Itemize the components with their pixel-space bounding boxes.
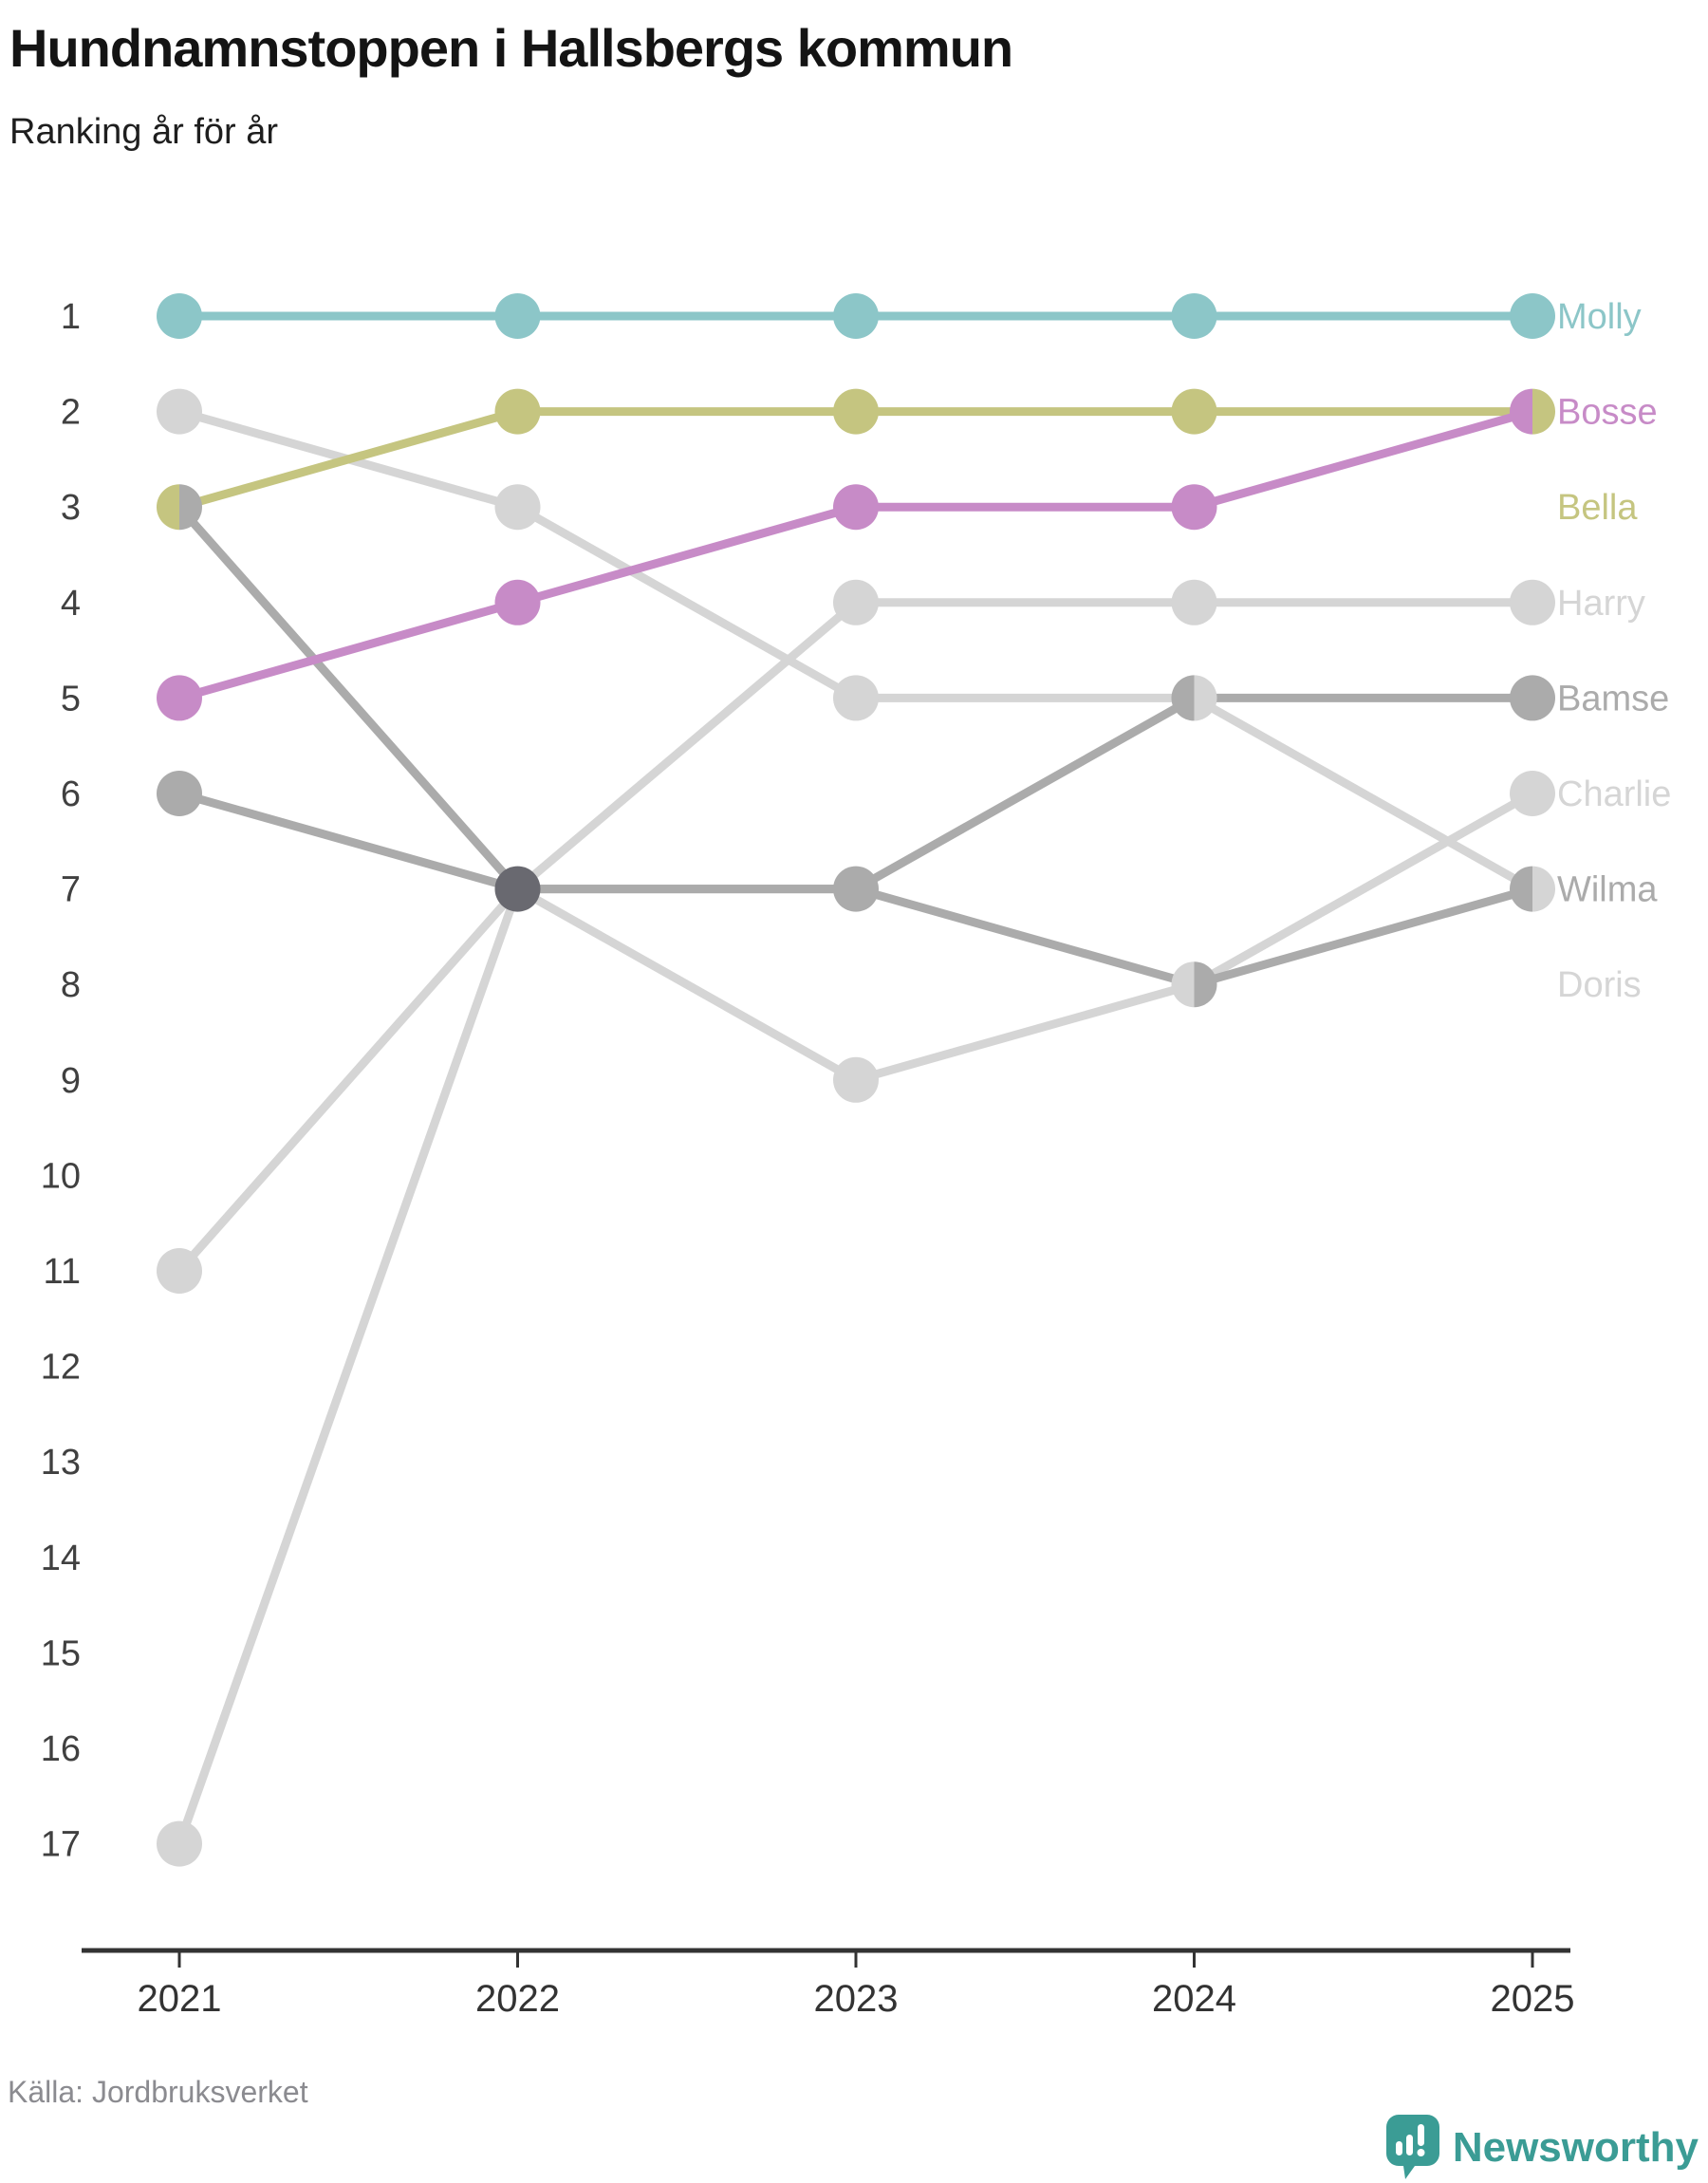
series-label-bella: Bella <box>1557 488 1638 528</box>
series-segment-charlie <box>854 980 1196 1085</box>
data-point-bosse <box>157 675 202 721</box>
series-segment-bosse <box>516 502 858 607</box>
rank-axis-label: 5 <box>61 679 81 718</box>
series-segment-bosse <box>1193 407 1534 512</box>
series-segment-wilma <box>1193 885 1534 989</box>
rank-axis-label: 11 <box>44 1252 81 1292</box>
data-point-bosse <box>494 579 541 625</box>
newsworthy-logo-icon <box>1385 2115 1439 2179</box>
page-subtitle: Ranking år för år <box>9 112 279 152</box>
data-point-molly <box>157 293 202 339</box>
rank-axis-label: 14 <box>41 1539 81 1578</box>
data-point-charlie <box>157 1820 202 1867</box>
newsworthy-logo-text: Newsworthy <box>1452 2124 1699 2171</box>
series-segment-charlie <box>1192 790 1535 989</box>
rank-axis-label: 10 <box>41 1156 81 1196</box>
series-label-harry: Harry <box>1557 584 1645 624</box>
data-point-bosse <box>1510 388 1532 435</box>
series-label-bosse: Bosse <box>1557 393 1658 433</box>
year-axis-label: 2025 <box>1491 1978 1575 2020</box>
rank-axis-label: 17 <box>41 1825 81 1865</box>
data-point-charlie <box>1510 771 1555 816</box>
data-point-bella <box>833 388 879 435</box>
rank-axis-label: 3 <box>61 488 81 528</box>
rank-axis-label: 6 <box>61 774 81 814</box>
rank-axis-label: 7 <box>61 870 81 910</box>
newsworthy-brand: Newsworthy <box>1385 2115 1699 2181</box>
data-point-charlie <box>1171 961 1195 1008</box>
series-segment-bosse <box>177 598 519 702</box>
series-segment-bamse <box>176 504 521 892</box>
year-axis-label: 2023 <box>814 1978 899 2020</box>
data-point-wilma <box>1510 866 1532 912</box>
data-point-harry <box>157 1248 202 1294</box>
series-label-wilma: Wilma <box>1557 870 1658 910</box>
series-segment-harry <box>176 886 521 1274</box>
rank-axis-label: 12 <box>41 1348 81 1388</box>
data-point-bosse <box>1171 484 1217 531</box>
rank-axis-label: 1 <box>61 297 81 337</box>
series-label-charlie: Charlie <box>1557 774 1671 814</box>
series-segment-bamse <box>853 694 1197 893</box>
rank-axis-label: 13 <box>41 1443 81 1483</box>
series-segment-bella <box>177 407 519 512</box>
page-title: Hundnamnstoppen i Hallsbergs kommun <box>9 18 1013 78</box>
data-point-charlie <box>833 1056 879 1103</box>
source-note: Källa: Jordbruksverket <box>8 2075 308 2109</box>
series-segment-doris <box>1192 694 1535 893</box>
data-point-wilma <box>856 866 880 912</box>
data-point-molly <box>1171 293 1217 339</box>
data-point-harry <box>1171 579 1217 625</box>
data-point-molly <box>494 293 541 339</box>
data-point-bella <box>1171 388 1217 435</box>
rank-axis-label: 9 <box>61 1061 81 1101</box>
data-point-bamse <box>1510 675 1555 721</box>
data-point-doris <box>157 388 202 435</box>
rank-axis-label: 15 <box>41 1633 81 1673</box>
data-point-molly <box>833 293 879 339</box>
year-axis-label: 2022 <box>475 1978 560 2020</box>
year-axis-label: 2024 <box>1152 1978 1236 2020</box>
series-segment-charlie <box>515 885 859 1084</box>
data-point-doris <box>494 484 541 531</box>
series-segment-harry <box>514 599 859 893</box>
series-label-molly: Molly <box>1557 297 1642 337</box>
rank-axis-label: 16 <box>41 1729 81 1769</box>
rank-axis-label: 4 <box>61 584 81 624</box>
data-point-doris <box>1532 866 1556 912</box>
rank-axis-label: 8 <box>61 965 81 1005</box>
data-point-wilma <box>1194 961 1217 1008</box>
series-label-bamse: Bamse <box>1557 679 1669 718</box>
data-point-bamse <box>1171 675 1195 721</box>
series-segment-charlie <box>175 887 522 1846</box>
data-point-doris <box>1194 675 1217 721</box>
data-point-bamse <box>833 866 856 912</box>
data-point-bosse <box>833 484 879 531</box>
data-point-molly <box>1510 293 1555 339</box>
series-segment-wilma <box>854 885 1196 989</box>
year-axis-label: 2021 <box>138 1978 222 2020</box>
data-point-bella <box>494 388 541 435</box>
rank-axis-label: 2 <box>61 393 81 433</box>
data-point-wilma <box>157 771 202 816</box>
series-segment-wilma <box>177 789 519 893</box>
data-point-bella <box>157 484 179 531</box>
data-point-doris <box>833 675 879 721</box>
data-point-tie <box>494 866 541 912</box>
data-point-harry <box>833 579 879 625</box>
series-label-doris: Doris <box>1557 965 1642 1005</box>
data-point-bamse <box>179 484 202 531</box>
series-segment-doris <box>515 503 859 702</box>
data-point-harry <box>1510 579 1555 625</box>
data-point-bella <box>1532 388 1556 435</box>
